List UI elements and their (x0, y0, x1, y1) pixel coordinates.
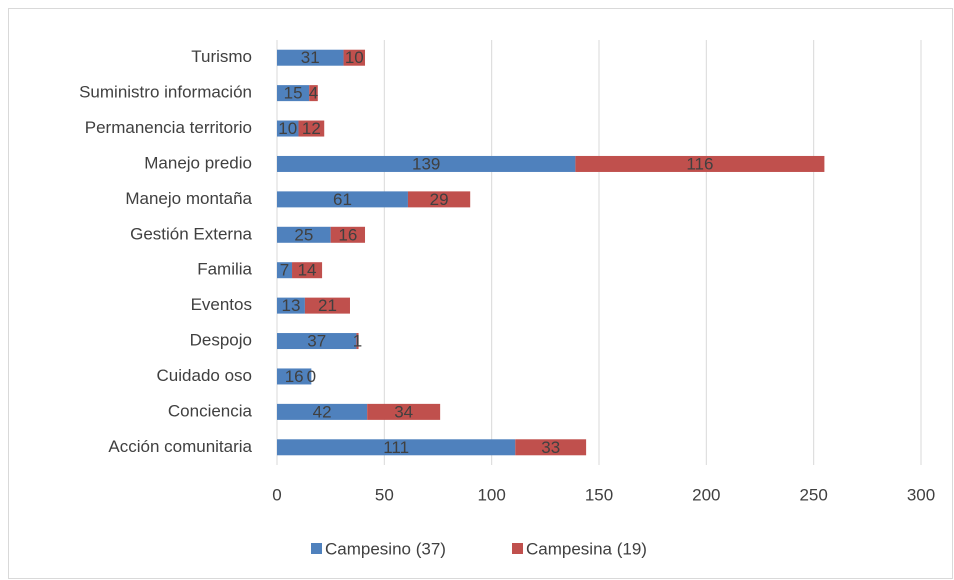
bar (277, 85, 310, 102)
y-tick-label: Eventos (191, 295, 252, 314)
data-label: 21 (318, 296, 337, 315)
bar (292, 262, 323, 279)
x-tick-label: 150 (585, 485, 613, 504)
data-label: 13 (281, 296, 300, 315)
legend-swatch (311, 543, 322, 554)
bar (356, 333, 359, 350)
y-tick-label: Conciencia (168, 401, 253, 420)
y-tick-label: Despojo (190, 331, 252, 350)
data-label: 29 (430, 190, 449, 209)
data-label: 31 (301, 48, 320, 67)
bar (277, 226, 331, 243)
bar (277, 191, 408, 208)
y-tick-label: Familia (197, 260, 252, 279)
bar (298, 120, 325, 137)
data-label: 12 (302, 119, 321, 138)
y-tick-label: Turismo (191, 47, 252, 66)
data-label: 139 (412, 154, 440, 173)
y-tick-label: Permanencia territorio (85, 118, 252, 137)
data-label: 42 (313, 402, 332, 421)
data-label: 111 (383, 438, 409, 457)
data-label: 7 (280, 261, 289, 280)
bar (277, 403, 368, 420)
data-label: 34 (394, 402, 413, 421)
y-tick-label: Manejo montaña (125, 189, 252, 208)
data-label: 116 (686, 154, 713, 173)
bar (277, 439, 516, 456)
x-tick-label: 100 (477, 485, 505, 504)
bar (277, 297, 305, 314)
bar (277, 262, 293, 279)
bar (343, 49, 366, 66)
y-tick-label: Acción comunitaria (108, 437, 252, 456)
x-tick-label: 0 (272, 485, 281, 504)
data-label: 37 (307, 332, 326, 351)
x-tick-label: 200 (692, 485, 720, 504)
bar (309, 85, 318, 102)
bar (575, 155, 825, 172)
bar (367, 403, 441, 420)
legend-label: Campesino (37) (325, 539, 446, 558)
bar (515, 439, 587, 456)
legend-label: Campesina (19) (526, 539, 647, 558)
data-label: 25 (294, 225, 313, 244)
y-tick-label: Manejo predio (144, 153, 252, 172)
bar (277, 49, 344, 66)
bar (277, 155, 576, 172)
bar (277, 120, 299, 137)
data-label: 14 (298, 261, 317, 280)
x-tick-label: 50 (375, 485, 394, 504)
x-tick-label: 300 (907, 485, 935, 504)
x-tick-label: 250 (799, 485, 827, 504)
y-tick-label: Cuidado oso (157, 366, 252, 385)
data-label: 4 (309, 84, 318, 103)
data-label: 0 (307, 367, 316, 386)
bar (304, 297, 350, 314)
data-label: 10 (278, 119, 297, 138)
data-label: 15 (284, 84, 303, 103)
bar (407, 191, 471, 208)
bar (277, 333, 357, 350)
legend-swatch (512, 543, 523, 554)
data-label: 16 (338, 225, 357, 244)
y-tick-label: Gestión Externa (130, 224, 252, 243)
data-label: 16 (285, 367, 304, 386)
data-label: 1 (353, 332, 362, 351)
y-tick-label: Suministro información (79, 83, 252, 102)
chart-border (8, 8, 953, 579)
data-label: 61 (333, 190, 352, 209)
data-label: 10 (345, 48, 364, 67)
bar (277, 368, 312, 385)
bar (330, 226, 366, 243)
data-label: 33 (541, 438, 560, 457)
